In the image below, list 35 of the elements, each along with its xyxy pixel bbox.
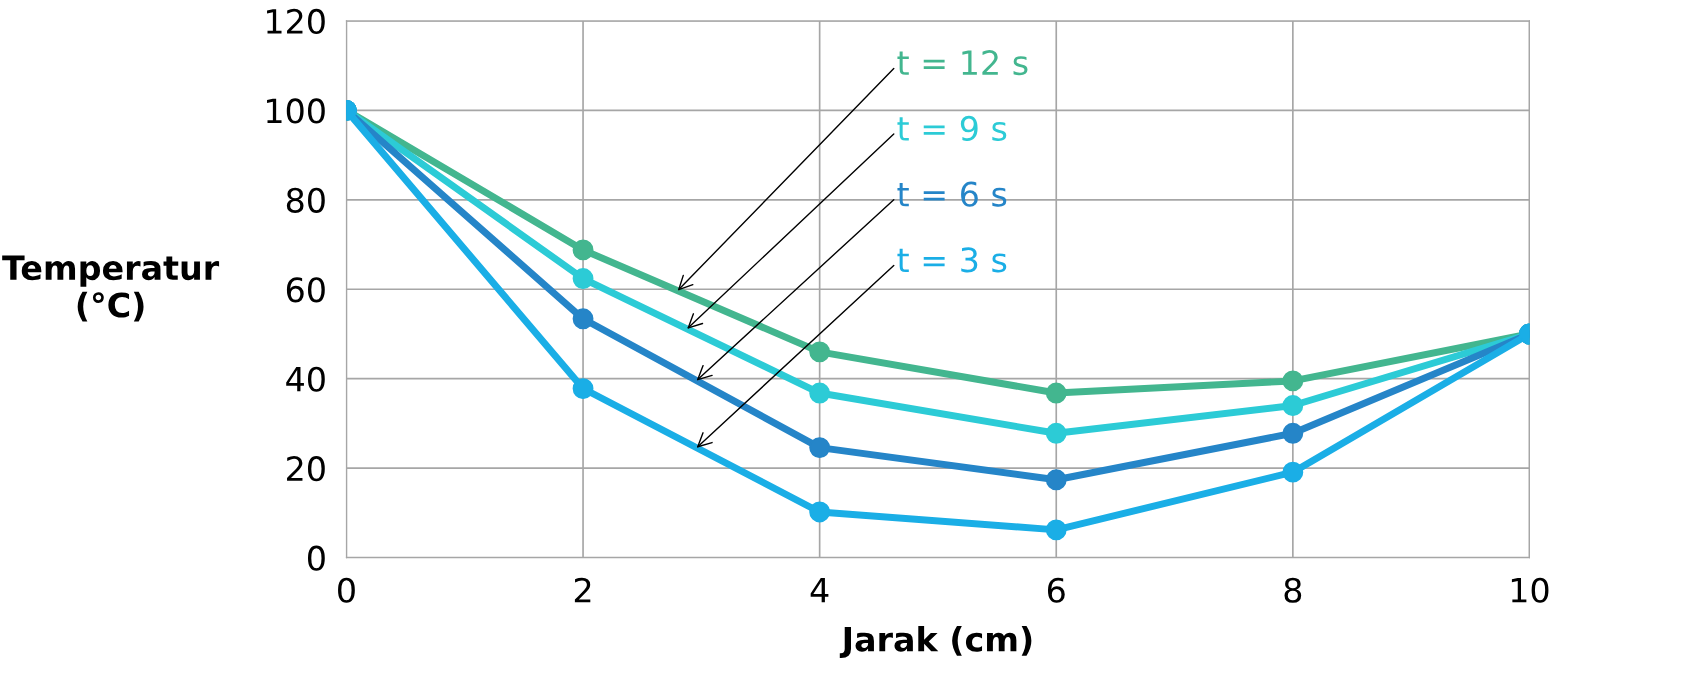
- y-tick-label: 20: [287, 456, 325, 482]
- point: [1282, 461, 1304, 483]
- point: [1045, 382, 1067, 404]
- point: [1045, 469, 1067, 491]
- x-tick-label: 0: [338, 577, 355, 603]
- x-tick-label: 8: [1284, 577, 1302, 603]
- text: t = 9 s: [897, 115, 1007, 142]
- point: [1045, 422, 1067, 444]
- point: [1282, 422, 1304, 444]
- point: [1045, 519, 1067, 541]
- y-tick-label: 80: [286, 187, 325, 213]
- x-axis-title: Jarak (cm): [839, 625, 1032, 658]
- text: t = 3 s: [897, 247, 1007, 273]
- point: [1282, 395, 1304, 416]
- point: [809, 341, 831, 363]
- point: [572, 239, 594, 261]
- y-tick-label: 40: [286, 366, 325, 392]
- point: [809, 382, 831, 404]
- x-tick-label: 2: [574, 577, 591, 603]
- x-tick-label: 10: [1511, 577, 1549, 603]
- point: [1282, 370, 1304, 392]
- x-tick-label: 6: [1047, 577, 1065, 603]
- point: [572, 378, 594, 399]
- point: [572, 308, 594, 330]
- y-tick-label: 100: [267, 98, 325, 124]
- y-axis-title: Temperatur (°C): [2, 255, 220, 322]
- point: [572, 268, 594, 289]
- point: [809, 501, 831, 523]
- y-tick-label: 60: [286, 277, 325, 303]
- y-tick-label: 0: [308, 545, 325, 571]
- text: t = 12 s: [897, 50, 1028, 76]
- point: [809, 437, 831, 458]
- y-tick-label: 120: [267, 8, 325, 35]
- text: t = 6 s: [897, 181, 1007, 207]
- x-tick-label: 4: [810, 578, 829, 603]
